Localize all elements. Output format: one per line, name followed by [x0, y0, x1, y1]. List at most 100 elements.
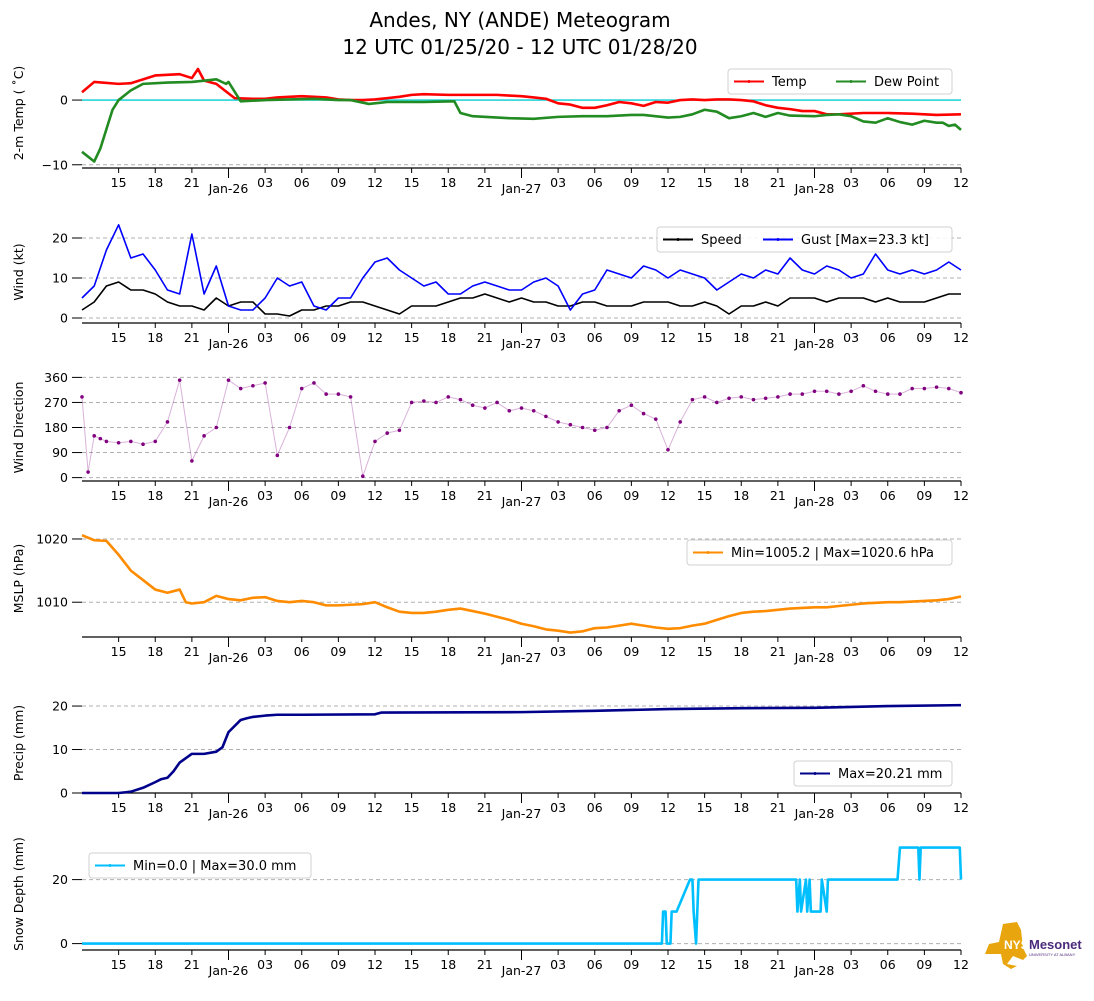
wdir-data-point [788, 392, 792, 396]
wind-series-line-1 [81, 224, 962, 311]
wind-x-tick-label: 12 [367, 330, 383, 345]
wind-x-tick-label: 09 [916, 330, 932, 345]
temp-legend-label: Temp [771, 75, 807, 90]
wind-x-tick-label: 12 [660, 330, 676, 345]
wdir-data-point [86, 470, 90, 474]
snow-x-tick-label: 03 [550, 957, 566, 972]
wdir-data-point [483, 406, 487, 410]
precip-x-tick-label: 09 [916, 800, 932, 815]
wdir-x-tick-label: 03 [550, 488, 566, 503]
snow-legend-label: Min=0.0 | Max=30.0 mm [133, 859, 296, 874]
temp-x-tick-label: 15 [111, 175, 127, 190]
temp-legend-label: Dew Point [874, 75, 939, 90]
wdir-data-point [495, 400, 499, 405]
temp-x-day-label: Jan-26 [208, 181, 249, 196]
wind-x-day-label: Jan-28 [794, 336, 835, 351]
wdir-data-point [922, 386, 927, 391]
mslp-x-tick-label: 12 [660, 644, 676, 659]
wdir-data-point [80, 395, 84, 399]
wdir-data-point [202, 434, 206, 438]
wind-legend-label: Speed [701, 233, 742, 248]
chart-title: Andes, NY (ANDE) Meteogram [369, 8, 671, 32]
wdir-x-tick-label: 18 [440, 488, 456, 503]
mslp-x-tick-label: 03 [843, 644, 859, 659]
wind-x-tick-label: 21 [477, 330, 493, 345]
precip-x-day-label: Jan-27 [501, 806, 542, 821]
wdir-data-point [727, 396, 731, 401]
precip-x-tick-label: 12 [367, 800, 383, 815]
mslp-x-tick-label: 21 [770, 644, 786, 659]
mslp-x-day-label: Jan-26 [208, 650, 249, 665]
wdir-data-point [263, 381, 267, 385]
wdir-data-point [580, 425, 585, 430]
snow-legend-marker [108, 864, 112, 867]
wind-x-tick-label: 09 [330, 330, 346, 345]
wind-x-day-label: Jan-26 [208, 336, 249, 351]
wdir-x-tick-label: 03 [257, 488, 273, 503]
wind-y-axis-label: Wind (kt) [11, 243, 26, 300]
precip-y-tick-label: 10 [52, 742, 68, 757]
wdir-data-point [666, 447, 670, 452]
mslp-x-tick-label: 15 [111, 644, 127, 659]
wind-x-tick-label: 18 [147, 330, 163, 345]
mslp-x-tick-label: 18 [440, 644, 456, 659]
precip-x-tick-label: 09 [623, 800, 639, 815]
temp-x-day-label: Jan-28 [794, 181, 835, 196]
wdir-data-point [177, 378, 182, 382]
wdir-x-tick-label: 15 [697, 488, 713, 503]
wdir-y-tick-label: 360 [44, 370, 68, 385]
mslp-x-tick-label: 15 [697, 644, 713, 659]
snow-x-tick-label: 09 [916, 957, 932, 972]
wind-x-tick-label: 21 [184, 330, 200, 345]
temp-x-tick-label: 18 [147, 175, 163, 190]
wind-legend [656, 226, 953, 253]
mslp-x-tick-label: 09 [330, 644, 346, 659]
wdir-data-point [531, 408, 536, 413]
wdir-data-point [812, 389, 817, 394]
wind-legend-label: Gust [Max=23.3 kt] [801, 233, 929, 248]
snow-x-tick-label: 15 [111, 957, 127, 972]
mslp-x-tick-label: 09 [916, 644, 932, 659]
wdir-data-point [605, 425, 609, 430]
temp-x-tick-label: 21 [770, 175, 786, 190]
wdir-data-point [519, 406, 524, 410]
wdir-data-point [336, 392, 341, 396]
wdir-data-point [861, 383, 866, 388]
wdir-x-tick-label: 06 [294, 488, 310, 503]
snow-x-tick-label: 21 [184, 957, 200, 972]
wdir-x-tick-label: 18 [147, 488, 163, 503]
snow-x-tick-label: 03 [843, 957, 859, 972]
wind-x-tick-label: 09 [623, 330, 639, 345]
precip-x-tick-label: 21 [184, 800, 200, 815]
precip-x-tick-label: 15 [111, 800, 127, 815]
temp-x-tick-label: 09 [623, 175, 639, 190]
wdir-x-tick-label: 15 [111, 488, 127, 503]
snow-x-tick-label: 12 [660, 957, 676, 972]
wdir-x-tick-label: 09 [916, 488, 932, 503]
precip-x-tick-label: 12 [660, 800, 676, 815]
precip-legend-label: Max=20.21 mm [838, 767, 942, 782]
wdir-data-point [153, 439, 158, 444]
snow-x-tick-label: 15 [697, 957, 713, 972]
precip-x-tick-label: 06 [880, 800, 896, 815]
precip-x-tick-label: 15 [697, 800, 713, 815]
wdir-data-point [739, 395, 744, 399]
wdir-data-point [776, 395, 780, 399]
wind-x-tick-label: 15 [111, 330, 127, 345]
precip-x-tick-label: 15 [404, 800, 420, 815]
logo-mesonet-text: Mesonet [1029, 937, 1082, 952]
wdir-series-connector [81, 379, 962, 477]
precip-y-tick-label: 0 [60, 786, 68, 801]
precip-y-tick-label: 20 [52, 699, 68, 714]
snow-x-tick-label: 09 [623, 957, 639, 972]
wdir-data-point [446, 395, 451, 399]
wdir-x-tick-label: 21 [477, 488, 493, 503]
snow-x-day-label: Jan-28 [794, 963, 835, 978]
wind-x-tick-label: 06 [294, 330, 310, 345]
temp-x-tick-label: 09 [916, 175, 932, 190]
wdir-x-tick-label: 03 [843, 488, 859, 503]
temp-x-tick-label: 03 [257, 175, 273, 190]
snow-x-tick-label: 15 [404, 957, 420, 972]
snow-x-tick-label: 18 [733, 957, 749, 972]
snow-y-tick-label: 20 [52, 872, 68, 887]
